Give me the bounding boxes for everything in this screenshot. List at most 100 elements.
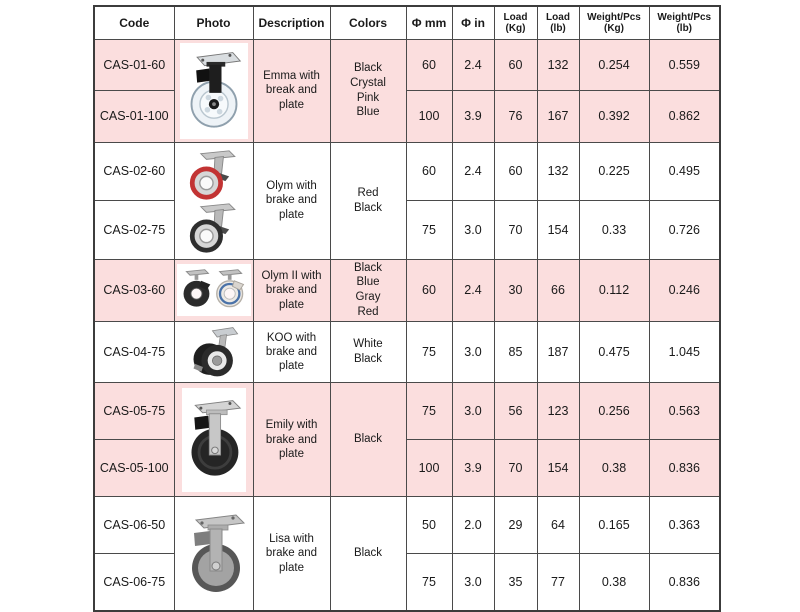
- weight-kg-cell: 0.392: [578, 90, 650, 143]
- code-cell: CAS-02-60: [93, 141, 175, 201]
- table-row: CAS-02-75 75 3.0 70 154 0.33 0.726: [93, 200, 721, 260]
- weight-kg-cell: 0.38: [578, 439, 650, 498]
- colors-cell: Black Blue Gray Red: [329, 258, 407, 323]
- table-row: CAS-06-50 Lisa with brake and plate Blac…: [93, 496, 721, 612]
- olym-red-caster-photo-icon: [189, 149, 236, 200]
- color-option: Crystal: [350, 76, 386, 89]
- diameter-mm-cell: 75: [405, 553, 453, 612]
- color-option: Black: [353, 261, 383, 274]
- weight-kg-cell: 0.112: [578, 258, 650, 323]
- load-lb-cell: 77: [536, 553, 580, 612]
- table-row: CAS-01-60 Emma with break and plate: [93, 38, 721, 143]
- load-lb-cell: 132: [536, 38, 580, 91]
- weight-lb-cell: 0.862: [648, 90, 721, 143]
- diameter-in-cell: 3.9: [451, 90, 495, 143]
- load-kg-cell: 35: [493, 553, 538, 612]
- header-code: Code: [93, 5, 175, 40]
- weight-lb-cell: 0.563: [648, 382, 721, 441]
- diameter-mm-cell: 60: [405, 258, 453, 323]
- description-cell: Olym II with brake and plate: [252, 258, 331, 323]
- table-row: CAS-05-75 Emily with brake and plate Bla…: [93, 382, 721, 498]
- color-option: Blue: [356, 276, 380, 289]
- load-lb-cell: 64: [536, 496, 580, 555]
- diameter-mm-cell: 75: [405, 382, 453, 441]
- color-option: Pink: [356, 91, 380, 104]
- weight-kg-cell: 0.33: [578, 200, 650, 260]
- code-cell: CAS-01-60: [93, 38, 175, 91]
- code-cell: CAS-06-75: [93, 553, 175, 612]
- diameter-in-cell: 3.0: [451, 553, 495, 612]
- code-cell: CAS-05-100: [93, 439, 175, 498]
- header-colors: Colors: [329, 5, 407, 40]
- diameter-in-cell: 3.9: [451, 439, 495, 498]
- code-cell: CAS-01-100: [93, 90, 175, 143]
- photo-cell: [173, 141, 254, 260]
- photo-cell: [173, 382, 254, 498]
- diameter-mm-cell: 100: [405, 90, 453, 143]
- diameter-in-cell: 3.0: [451, 382, 495, 441]
- code-cell: CAS-04-75: [93, 321, 175, 384]
- load-lb-cell: 154: [536, 439, 580, 498]
- load-lb-cell: 66: [536, 258, 580, 323]
- diameter-in-cell: 2.4: [451, 141, 495, 201]
- header-load-kg: Load (Kg): [493, 5, 538, 40]
- code-cell: CAS-06-50: [93, 496, 175, 555]
- weight-lb-cell: 0.246: [648, 258, 721, 323]
- load-kg-cell: 60: [493, 141, 538, 201]
- code-cell: CAS-05-75: [93, 382, 175, 441]
- description-cell: Emma with break and plate: [252, 38, 331, 143]
- olym-black-caster-photo-icon: [189, 202, 236, 253]
- photo-cell: [173, 321, 254, 384]
- load-kg-cell: 30: [493, 258, 538, 323]
- color-option: Black: [353, 547, 383, 560]
- header-description: Description: [252, 5, 331, 40]
- load-kg-cell: 56: [493, 382, 538, 441]
- load-lb-cell: 187: [536, 321, 580, 384]
- weight-lb-cell: 0.726: [648, 200, 721, 260]
- description-cell: Olym with brake and plate: [252, 141, 331, 260]
- table-row: CAS-03-60 Olym II with brake and: [93, 258, 721, 323]
- weight-lb-cell: 0.559: [648, 38, 721, 91]
- colors-cell: Black Crystal Pink Blue: [329, 38, 407, 143]
- color-option: Gray: [355, 291, 381, 304]
- colors-cell: Black: [329, 382, 407, 498]
- weight-kg-cell: 0.225: [578, 141, 650, 201]
- load-lb-cell: 154: [536, 200, 580, 260]
- load-lb-cell: 132: [536, 141, 580, 201]
- diameter-mm-cell: 60: [405, 141, 453, 201]
- diameter-mm-cell: 75: [405, 321, 453, 384]
- load-kg-cell: 76: [493, 90, 538, 143]
- load-kg-cell: 29: [493, 496, 538, 555]
- weight-lb-cell: 0.836: [648, 553, 721, 612]
- diameter-in-cell: 2.4: [451, 258, 495, 323]
- colors-cell: White Black: [329, 321, 407, 384]
- emily-caster-photo-icon: [191, 399, 241, 476]
- caster-spec-table: Code Photo Description Colors Φ mm Φ in …: [93, 5, 721, 612]
- weight-kg-cell: 0.256: [578, 382, 650, 441]
- diameter-mm-cell: 60: [405, 38, 453, 91]
- table-row: CAS-01-100 100 3.9 76 167 0.392 0.862: [93, 90, 721, 143]
- photo-cell: [173, 38, 254, 143]
- olym2-casters-photo-icon: [183, 269, 244, 308]
- color-option: Black: [353, 433, 383, 446]
- description-cell: Lisa with brake and plate: [252, 496, 331, 612]
- diameter-in-cell: 2.0: [451, 496, 495, 555]
- description-cell: Emily with brake and plate: [252, 382, 331, 498]
- weight-kg-cell: 0.475: [578, 321, 650, 384]
- lisa-caster-photo-icon: [191, 513, 245, 592]
- header-photo: Photo: [173, 5, 254, 40]
- header-weight-lb: Weight/Pcs (lb): [648, 5, 721, 40]
- emma-caster-photo-icon: [190, 51, 241, 128]
- table-row: CAS-02-60 Olym with brake: [93, 141, 721, 260]
- diameter-in-cell: 2.4: [451, 38, 495, 91]
- load-kg-cell: 70: [493, 200, 538, 260]
- color-option: Blue: [356, 106, 380, 119]
- colors-cell: Black: [329, 496, 407, 612]
- photo-cell: [173, 258, 254, 323]
- diameter-in-cell: 3.0: [451, 200, 495, 260]
- diameter-mm-cell: 75: [405, 200, 453, 260]
- weight-lb-cell: 0.836: [648, 439, 721, 498]
- header-load-lb: Load (lb): [536, 5, 580, 40]
- weight-lb-cell: 1.045: [648, 321, 721, 384]
- code-cell: CAS-02-75: [93, 200, 175, 260]
